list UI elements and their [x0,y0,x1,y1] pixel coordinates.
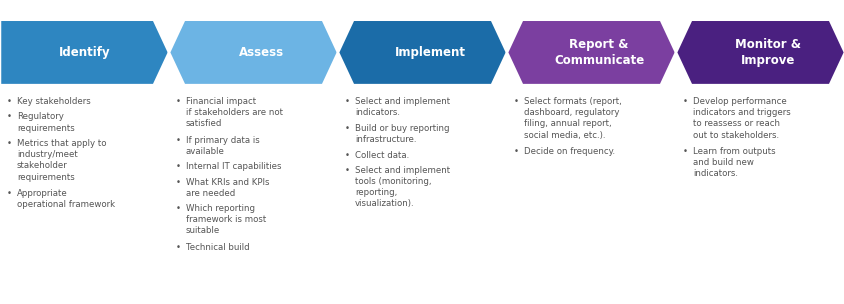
Text: Collect data.: Collect data. [354,151,408,160]
Text: •: • [7,112,12,122]
Text: •: • [344,151,349,160]
Text: •: • [344,166,349,175]
Text: •: • [7,189,12,198]
Text: •: • [176,97,181,106]
Text: Financial impact
if stakeholders are not
satisfied: Financial impact if stakeholders are not… [186,97,283,129]
Polygon shape [0,20,169,85]
Text: Assess: Assess [238,46,284,59]
Text: •: • [176,204,181,213]
Text: What KRIs and KPIs
are needed: What KRIs and KPIs are needed [186,178,269,198]
Text: Learn from outputs
and build new
indicators.: Learn from outputs and build new indicat… [692,147,775,178]
Text: Which reporting
framework is most
suitable: Which reporting framework is most suitab… [186,204,266,236]
Text: Report &
Communicate: Report & Communicate [554,38,643,67]
Text: •: • [513,147,518,156]
Text: Metrics that apply to
industry/meet
stakeholder
requirements: Metrics that apply to industry/meet stak… [17,139,106,181]
Text: •: • [176,178,181,187]
Text: Regulatory
requirements: Regulatory requirements [17,112,74,133]
Text: •: • [7,139,12,148]
Text: Monitor &
Improve: Monitor & Improve [734,38,800,67]
Text: Identify: Identify [58,46,111,59]
Polygon shape [169,20,338,85]
Text: •: • [176,243,181,252]
Text: Key stakeholders: Key stakeholders [17,97,90,106]
Text: Select and implement
tools (monitoring,
reporting,
visualization).: Select and implement tools (monitoring, … [354,166,450,208]
Polygon shape [338,20,506,85]
Polygon shape [506,20,675,85]
Text: •: • [176,162,181,171]
Text: Select and implement
indicators.: Select and implement indicators. [354,97,450,117]
Text: •: • [682,147,687,156]
Text: •: • [176,136,181,145]
Text: Appropriate
operational framework: Appropriate operational framework [17,189,115,209]
Text: •: • [7,97,12,106]
Text: Develop performance
indicators and triggers
to reassess or reach
out to stakehol: Develop performance indicators and trigg… [692,97,790,140]
Polygon shape [675,20,844,85]
Text: •: • [344,97,349,106]
Text: •: • [682,97,687,106]
Text: Technical build: Technical build [186,243,249,252]
Text: •: • [344,124,349,133]
Text: Select formats (report,
dashboard, regulatory
filing, annual report,
social medi: Select formats (report, dashboard, regul… [523,97,621,140]
Text: Implement: Implement [394,46,465,59]
Text: Build or buy reporting
infrastructure.: Build or buy reporting infrastructure. [354,124,449,144]
Text: Internal IT capabilities: Internal IT capabilities [186,162,281,171]
Text: If primary data is
available: If primary data is available [186,136,259,156]
Text: •: • [513,97,518,106]
Text: Decide on frequency.: Decide on frequency. [523,147,614,156]
